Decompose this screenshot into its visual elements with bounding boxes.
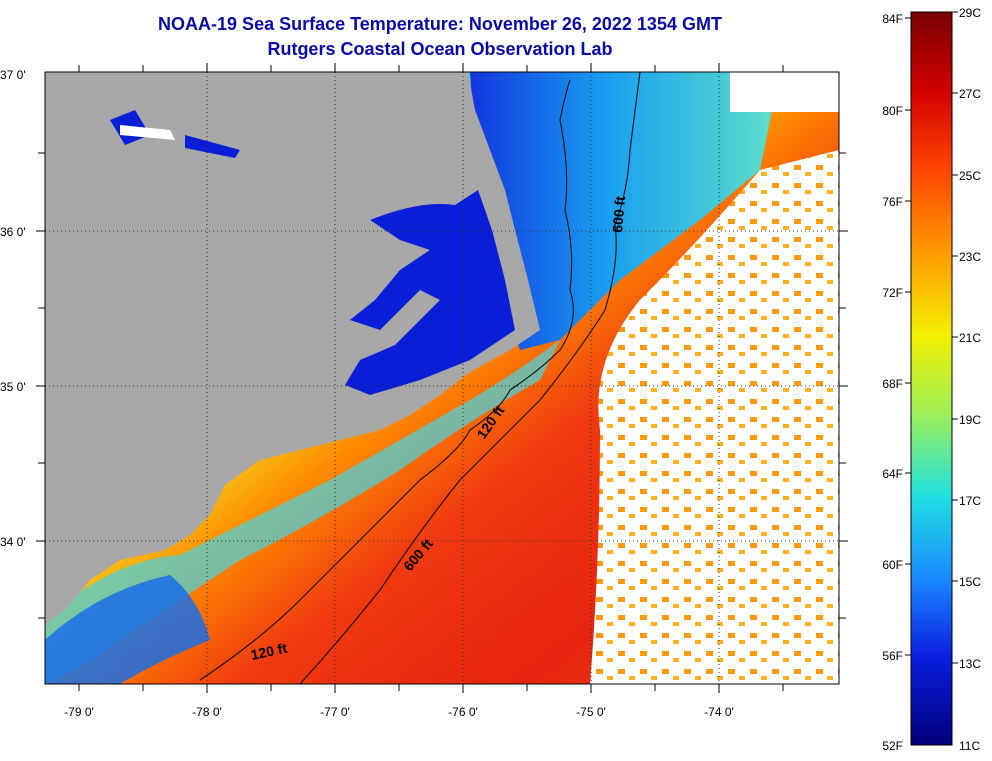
scale-label-f: 60F [882, 558, 903, 572]
scale-label-c: 11C [959, 739, 980, 753]
scale-label-c: 15C [959, 575, 981, 589]
scale-label-f: 72F [882, 286, 903, 300]
lon-label: -76 0' [448, 705, 478, 719]
sst-field [45, 72, 839, 684]
scale-label-f: 80F [882, 104, 903, 118]
pamlico-sound [345, 190, 515, 395]
cloud-cover [590, 150, 839, 684]
scale-label-c: 23C [959, 250, 981, 264]
lon-label: -78 0' [192, 705, 222, 719]
lat-label: 34 0' [0, 535, 26, 549]
scale-label-c: 17C [959, 494, 981, 508]
lat-label: 37 0' [0, 68, 26, 82]
scale-label-f: 52F [882, 739, 903, 753]
map-frame [44, 71, 840, 685]
scale-label-c: 25C [959, 169, 981, 183]
lat-label: 35 0' [0, 380, 26, 394]
cool-water-north [470, 72, 780, 350]
lat-label: 36 0' [0, 225, 26, 239]
bathymetry-contours [199, 71, 641, 685]
grid-lines [45, 72, 839, 684]
scale-label-c: 13C [959, 657, 981, 671]
lon-label: -79 0' [64, 705, 94, 719]
scale-label-f: 76F [882, 195, 903, 209]
contour-120ft [199, 79, 574, 681]
lon-label: -77 0' [320, 705, 350, 719]
contour-600ft [299, 71, 641, 685]
color-bar [910, 11, 953, 746]
lon-label: -74 0' [704, 705, 734, 719]
map-subtitle: Rutgers Coastal Ocean Observation Lab [267, 39, 613, 59]
scale-label-f: 64F [882, 467, 903, 481]
scale-label-c: 21C [959, 331, 981, 345]
scale-label-c: 19C [959, 413, 981, 427]
color-bar-ticks [905, 11, 958, 664]
lon-label: -75 0' [576, 705, 606, 719]
contour-label-600-north: 600 ft [609, 195, 628, 233]
contour-label-120-south: 120 ft [249, 640, 288, 663]
color-scale: 84F 80F 76F 72F 68F 64F 60F 56F 52F 29C … [882, 6, 981, 753]
scale-label-c: 27C [959, 87, 981, 101]
scale-label-c: 29C [959, 6, 981, 20]
scale-label-f: 84F [882, 12, 903, 26]
map-title: NOAA-19 Sea Surface Temperature: Novembe… [158, 14, 722, 34]
map-ticks [36, 63, 848, 693]
scale-label-f: 68F [882, 377, 903, 391]
scale-label-f: 56F [882, 649, 903, 663]
